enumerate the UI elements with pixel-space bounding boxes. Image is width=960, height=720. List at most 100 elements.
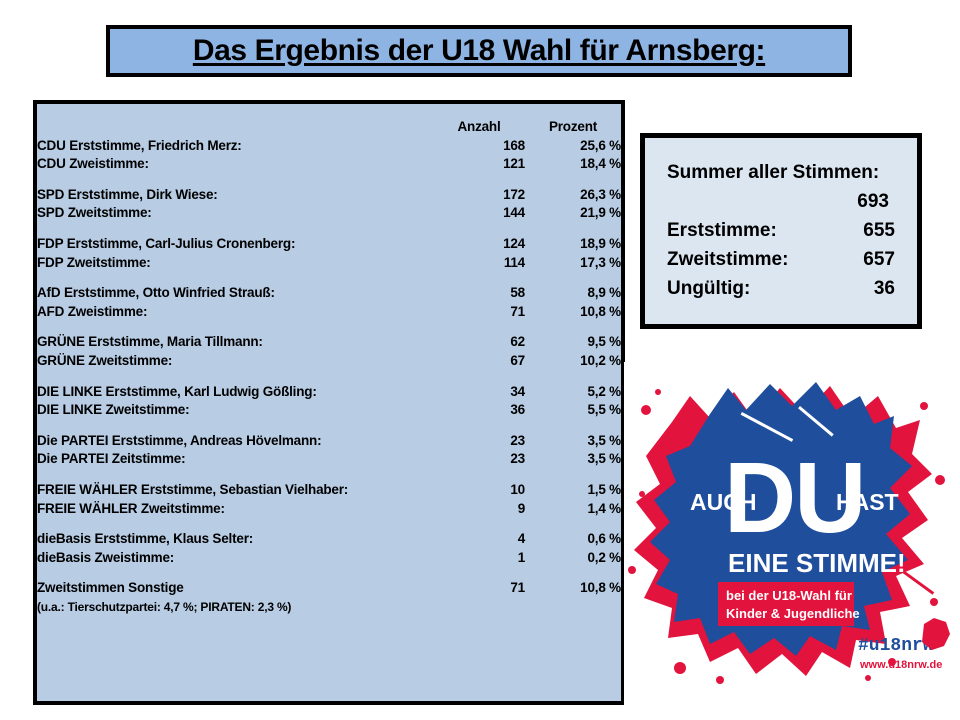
u18-logo-graphic: AUCH DU HAST EINE STIMME! bei der U18-Wa… (624, 362, 960, 714)
splatter-streak-light (798, 406, 834, 437)
splatter-dot (930, 598, 938, 606)
row-percent: 8,9 % (587, 285, 621, 301)
table-row: Zweitstimmen Sonstige 71 10,8 % (37, 579, 621, 598)
table-row: CDU Zweistimme: 121 18,4 % (37, 155, 621, 174)
row-label: Die PARTEI Zeitstimme: (37, 451, 186, 467)
row-count: 172 (503, 186, 525, 202)
spacer-cell (37, 469, 433, 481)
splatter-dot (641, 405, 651, 415)
splatter-dot (655, 389, 661, 395)
summary-row: Erststimme: 655 (667, 216, 895, 245)
row-percent: 1,5 % (587, 481, 621, 497)
row-percent: 10,8 % (580, 303, 621, 319)
row-percent: 3,5 % (587, 432, 621, 448)
row-percent: 18,4 % (580, 156, 621, 172)
table-row: Die PARTEI Erststimme, Andreas Hövelmann… (37, 432, 621, 451)
spacer-cell (433, 371, 525, 383)
row-label: DIE LINKE Zweitstimme: (37, 402, 190, 418)
row-count: 71 (510, 303, 525, 319)
page-title: Das Ergebnis der U18 Wahl für Arnsberg: (192, 34, 766, 67)
table-row: CDU Erststimme, Friedrich Merz: 168 25,6… (37, 137, 621, 156)
footnote-percent-cell (525, 598, 621, 617)
row-spacer (37, 272, 621, 284)
table-row: SPD Zweitstimme: 144 21,9 % (37, 204, 621, 223)
row-percent: 26,3 % (580, 186, 621, 202)
summary-heading-row: Summer aller Stimmen: (667, 158, 895, 187)
spacer-cell (433, 321, 525, 333)
spacer-cell (37, 174, 433, 186)
row-count: 36 (510, 402, 525, 418)
logo-word-hast: HAST (836, 489, 899, 515)
row-spacer (37, 174, 621, 186)
row-spacer (37, 469, 621, 481)
row-label: SPD Erststimme, Dirk Wiese: (37, 186, 218, 202)
table-row: AFD Zweistimme: 71 10,8 % (37, 303, 621, 322)
vote-summary-table: Summer aller Stimmen: 693 Erststimme: 65… (667, 158, 895, 303)
splatter-dot (628, 566, 636, 574)
logo-word-du: DU (724, 442, 864, 554)
row-count: 34 (510, 383, 525, 399)
row-count: 71 (510, 580, 525, 596)
spacer-cell (37, 567, 433, 579)
splatter-dot (716, 676, 724, 684)
spacer-cell (433, 469, 525, 481)
splatter-dot (935, 475, 945, 485)
table-row: GRÜNE Erststimme, Maria Tillmann: 62 9,5… (37, 333, 621, 352)
row-percent: 10,2 % (580, 352, 621, 368)
spacer-cell (433, 223, 525, 235)
row-label: FDP Erststimme, Carl-Julius Cronenberg: (37, 235, 296, 251)
spacer-cell (37, 272, 433, 284)
row-spacer (37, 420, 621, 432)
summary-row: Zweitstimme: 657 (667, 245, 895, 274)
row-count: 124 (503, 235, 525, 251)
column-header-count: Anzahl (457, 119, 501, 134)
row-label: AFD Zweistimme: (37, 303, 148, 319)
summary-total-value: 693 (857, 191, 889, 212)
row-label: AfD Erststimme, Otto Winfried Strauß: (37, 285, 275, 301)
row-label: GRÜNE Erststimme, Maria Tillmann: (37, 334, 263, 350)
row-label: dieBasis Erststimme, Klaus Selter: (37, 531, 254, 547)
spacer-cell (37, 223, 433, 235)
table-row: FDP Zweitstimme: 114 17,3 % (37, 254, 621, 273)
spacer-cell (525, 174, 621, 186)
spacer-cell (525, 567, 621, 579)
spacer-cell (433, 567, 525, 579)
summary-item-label: Zweitstimme: (667, 249, 789, 270)
row-percent: 5,5 % (587, 402, 621, 418)
table-footnote-row: (u.a.: Tierschutzpartei: 4,7 %; PIRATEN:… (37, 598, 621, 617)
splatter-streak-light (740, 411, 794, 442)
row-label: dieBasis Zweistimme: (37, 549, 175, 565)
row-percent: 25,6 % (580, 137, 621, 153)
u18-campaign-logo: AUCH DU HAST EINE STIMME! bei der U18-Wa… (624, 362, 960, 714)
row-label: CDU Zweistimme: (37, 156, 149, 172)
spacer-cell (433, 272, 525, 284)
row-count: 9 (517, 500, 526, 516)
table-header: Anzahl Prozent (37, 118, 621, 137)
row-spacer (37, 321, 621, 333)
row-label: FDP Zweitstimme: (37, 254, 151, 270)
splatter-dot (639, 491, 645, 497)
spacer-cell (525, 371, 621, 383)
table-row: GRÜNE Zweitstimme: 67 10,2 % (37, 352, 621, 371)
table-header-row: Anzahl Prozent (37, 118, 621, 137)
splatter-dot (865, 675, 871, 681)
table-row: Die PARTEI Zeitstimme: 23 3,5 % (37, 450, 621, 469)
table-footnote: (u.a.: Tierschutzpartei: 4,7 %; PIRATEN:… (37, 599, 292, 614)
vote-summary-box: Summer aller Stimmen: 693 Erststimme: 65… (640, 133, 922, 329)
row-spacer (37, 371, 621, 383)
table-row: SPD Erststimme, Dirk Wiese: 172 26,3 % (37, 186, 621, 205)
spacer-cell (525, 469, 621, 481)
row-label: CDU Erststimme, Friedrich Merz: (37, 137, 242, 153)
logo-ribbon-line1: bei der U18-Wahl für (726, 588, 852, 603)
row-percent: 9,5 % (587, 334, 621, 350)
spacer-cell (37, 321, 433, 333)
election-results-panel: Anzahl Prozent CDU Erststimme, Friedrich… (33, 100, 625, 705)
summary-item-value: 657 (863, 249, 895, 270)
logo-website: www.u18nrw.de (859, 659, 942, 671)
summary-item-label: Erststimme: (667, 220, 777, 241)
spacer-cell (525, 321, 621, 333)
row-percent: 5,2 % (587, 383, 621, 399)
splatter-dot (920, 402, 928, 410)
row-label: GRÜNE Zweitstimme: (37, 352, 173, 368)
spacer-cell (433, 174, 525, 186)
